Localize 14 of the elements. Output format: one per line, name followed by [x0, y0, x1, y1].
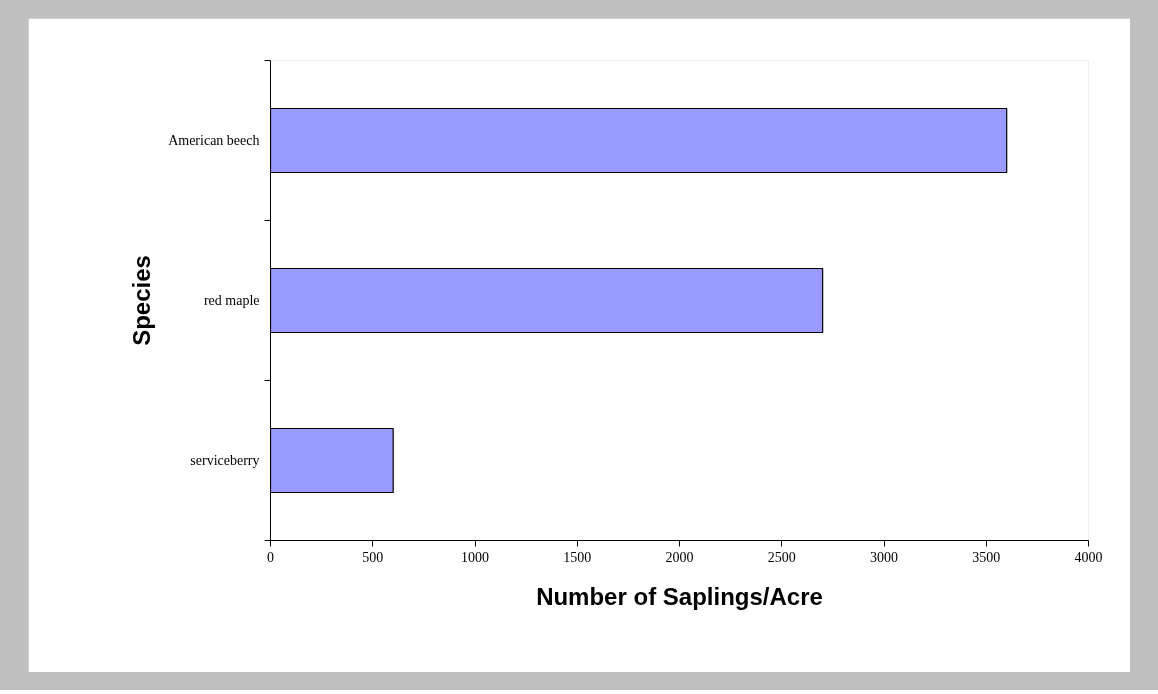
y-axis-title: Species	[128, 255, 156, 346]
y-tick-label: serviceberry	[190, 453, 260, 468]
x-tick-label: 4000	[1074, 549, 1103, 565]
y-tick-label: American beech	[168, 133, 260, 148]
x-tick-label: 1000	[461, 549, 489, 565]
x-tick-label: 0	[267, 549, 274, 565]
y-tick-label: red maple	[203, 293, 260, 308]
x-tick-label: 3500	[972, 549, 1001, 565]
x-tick-label: 2500	[767, 549, 796, 565]
x-axis-title: Number of Saplings/Acre	[536, 582, 823, 610]
x-tick-label: 2000	[665, 549, 694, 565]
x-tick-label: 1500	[563, 549, 592, 565]
x-tick-label: 500	[362, 549, 384, 565]
x-tick-label: 3000	[870, 549, 898, 565]
